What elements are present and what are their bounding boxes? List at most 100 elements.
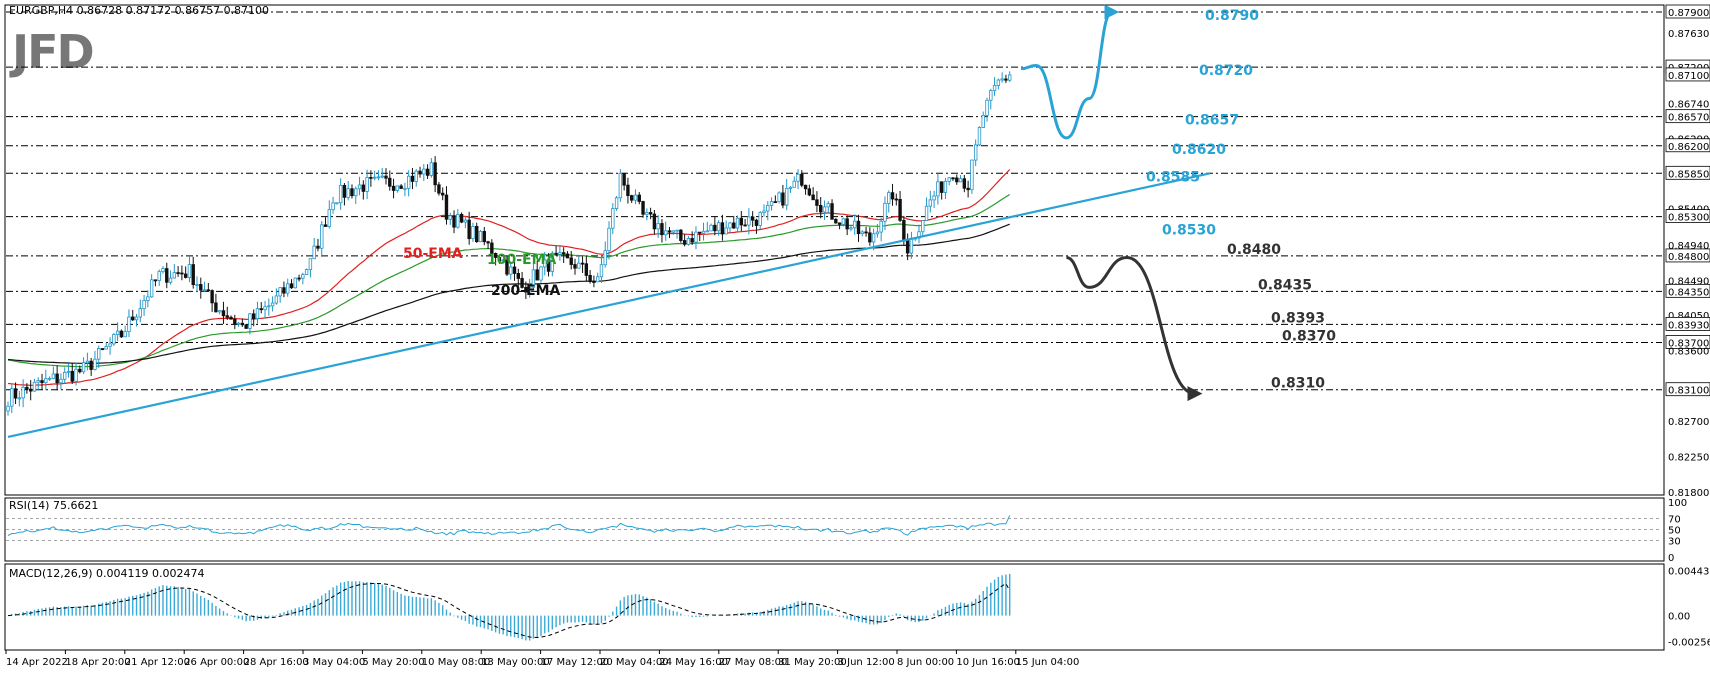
y-tick-16: 0.83930 — [1668, 320, 1709, 331]
candle-body-160 — [611, 208, 615, 229]
candle-body-210 — [800, 173, 804, 186]
candle-body-67 — [259, 308, 263, 311]
candle-body-93 — [357, 184, 362, 190]
candle-body-51 — [199, 284, 203, 291]
candle-body-28 — [112, 334, 116, 345]
y-tick-0: 0.87900 — [1668, 8, 1709, 19]
candle-body-87 — [335, 202, 339, 205]
candle-body-258 — [981, 114, 985, 128]
x-tick-17: 15 Jun 04:00 — [1016, 657, 1080, 668]
candle-body-19 — [78, 368, 82, 373]
y-tick-box-0 — [1665, 4, 1710, 19]
candle-body-97 — [372, 176, 377, 179]
candle-body-23 — [93, 358, 97, 370]
candle-body-92 — [354, 188, 358, 197]
trendline-group — [7, 172, 1211, 438]
x-tick-4: 28 Apr 16:00 — [244, 657, 309, 668]
candle-body-165 — [630, 195, 634, 201]
candles — [6, 71, 1012, 416]
candle-body-68 — [263, 306, 267, 311]
candle-body-84 — [323, 224, 328, 227]
candle-body-95 — [365, 177, 369, 192]
price-axis-ticks: 0.879000.876300.872000.871000.867400.865… — [1665, 4, 1710, 499]
candle-body-136 — [520, 278, 524, 288]
rsi-tick-30: 30 — [1668, 537, 1681, 548]
candle-body-125 — [478, 231, 483, 243]
candle-body-133 — [509, 266, 513, 275]
ema200-line — [7, 223, 1010, 364]
x-tick-5: 3 May 04:00 — [303, 657, 365, 668]
candle-body-36 — [142, 300, 146, 310]
y-tick-13: 0.84490 — [1668, 276, 1709, 287]
y-tick-3: 0.87100 — [1668, 71, 1709, 82]
candle-body-182 — [694, 231, 698, 243]
candle-body-55 — [214, 302, 218, 313]
candle-body-175 — [667, 230, 672, 233]
x-tick-10: 20 May 04:00 — [600, 657, 669, 668]
candle-body-37 — [146, 296, 150, 301]
x-tick-3: 26 Apr 00:00 — [184, 657, 249, 668]
candle-body-8 — [36, 380, 40, 383]
symbol-info: EURGBP,H4 0.86728 0.87172 0.86757 0.8710… — [9, 4, 269, 17]
candle-body-57 — [221, 310, 226, 317]
candle-body-244 — [928, 199, 933, 207]
candle-body-146 — [558, 252, 562, 255]
candle-body-91 — [350, 188, 354, 197]
candle-body-196 — [747, 216, 751, 226]
candle-body-117 — [448, 215, 452, 220]
candle-body-153 — [584, 263, 589, 276]
candle-body-41 — [161, 268, 165, 273]
candle-body-145 — [554, 252, 558, 255]
candle-body-214 — [815, 199, 819, 206]
candle-body-120 — [459, 213, 464, 223]
candle-body-118 — [452, 215, 456, 228]
y-tick-5: 0.86570 — [1668, 113, 1709, 124]
candle-body-86 — [331, 202, 335, 211]
candle-body-174 — [664, 230, 668, 236]
candle-body-243 — [924, 205, 929, 221]
candle-body-121 — [463, 219, 468, 223]
y-tick-box-19 — [1665, 382, 1710, 397]
candle-body-75 — [289, 283, 294, 289]
candle-body-123 — [471, 225, 475, 240]
x-tick-11: 24 May 16:00 — [659, 657, 728, 668]
candle-body-201 — [766, 205, 770, 212]
candle-body-7 — [32, 381, 37, 392]
candle-body-260 — [989, 90, 993, 101]
candle-body-129 — [493, 253, 498, 258]
y-tick-11: 0.84940 — [1668, 241, 1709, 252]
macd-signal-line — [7, 582, 1011, 639]
y-tick-14: 0.84350 — [1668, 287, 1709, 298]
candle-body-32 — [127, 316, 131, 332]
candle-body-204 — [777, 192, 781, 203]
candle-body-237 — [902, 219, 906, 242]
candle-body-211 — [803, 184, 808, 190]
candle-body-60 — [233, 318, 237, 325]
candle-body-203 — [773, 201, 778, 204]
rsi-tick-70: 70 — [1668, 515, 1681, 526]
level-label-0-8720: 0.8720 — [1199, 63, 1253, 79]
candle-body-101 — [388, 177, 392, 187]
level-labels: 0.8790 0.8720 0.8657 0.8620 0.8585 0.8530 0.84… — [1146, 8, 1336, 392]
candle-body-245 — [932, 195, 936, 201]
y-tick-box-10 — [1665, 209, 1710, 223]
candle-body-230 — [875, 231, 880, 235]
scenario-arrows — [1020, 4, 1203, 402]
level-label-0-8657: 0.8657 — [1185, 113, 1239, 129]
ema50-line — [7, 169, 1011, 386]
ema-lines — [7, 169, 1011, 386]
candle-body-220 — [837, 222, 842, 225]
y-tick-10: 0.85300 — [1668, 213, 1709, 224]
candle-body-187 — [713, 224, 717, 232]
candle-body-135 — [516, 273, 520, 279]
candle-body-209 — [796, 173, 800, 182]
candle-body-173 — [660, 223, 664, 236]
candle-body-26 — [104, 345, 108, 350]
candle-body-192 — [732, 222, 736, 229]
candle-body-247 — [939, 181, 944, 193]
scenario-down-arrow — [1065, 256, 1203, 402]
candle-body-144 — [550, 252, 555, 272]
candle-body-71 — [274, 295, 279, 304]
